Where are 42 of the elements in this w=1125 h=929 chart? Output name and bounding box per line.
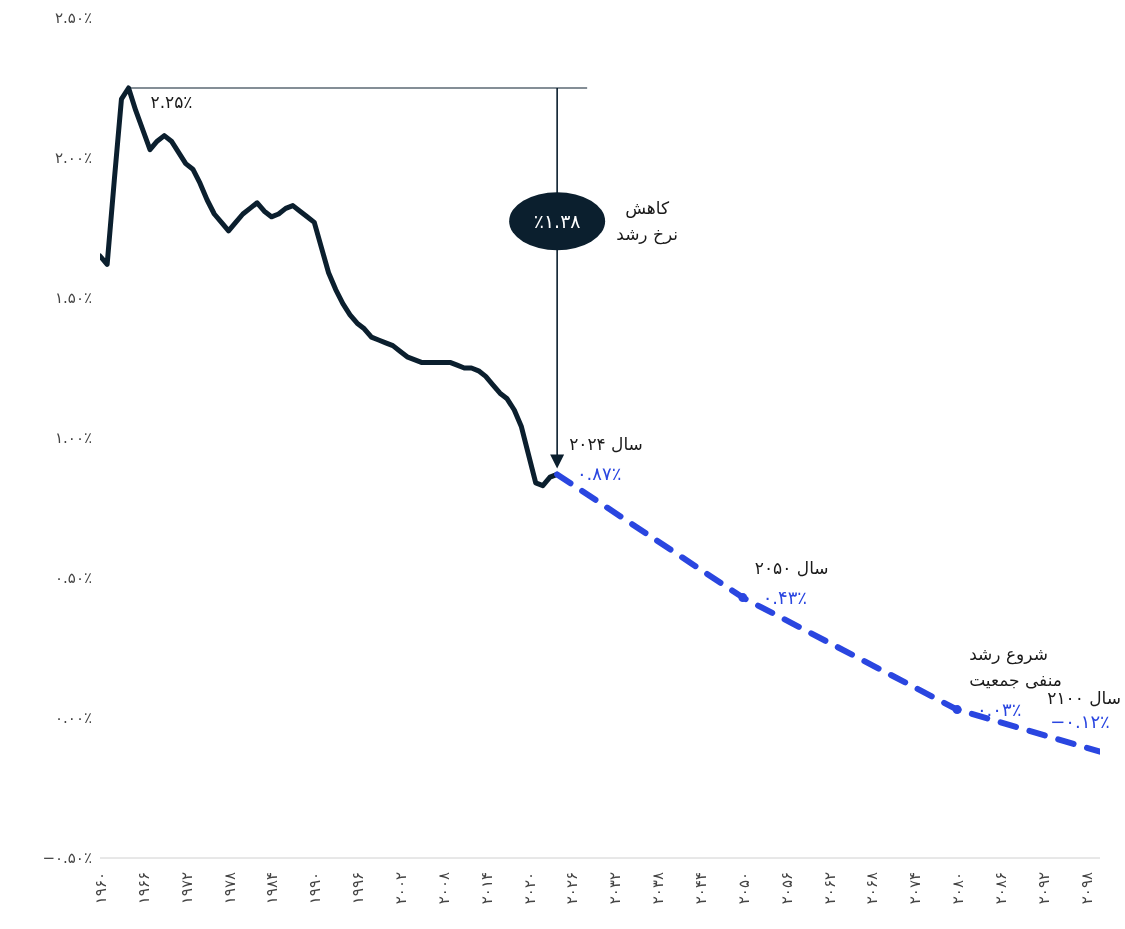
x-tick-label: ۲۰۷۴ [906, 872, 925, 905]
y-tick-label: ۲.۰۰٪ [55, 149, 92, 168]
annotation: سال ۲۱۰۰ [1047, 687, 1121, 708]
x-tick-label: ۲۰۶۸ [863, 872, 882, 905]
data-label: −۰.۱۲٪ [1050, 710, 1110, 732]
data-label: ۰.۴۳٪ [762, 586, 808, 608]
y-tick-label: ۱.۵۰٪ [55, 289, 92, 308]
x-tick-label: ۱۹۶۶ [134, 872, 153, 905]
annotation: ٪۱.۳۸ [533, 210, 581, 233]
y-tick-label: ۰.۵۰٪ [55, 569, 92, 588]
y-tick-label: ۲.۵۰٪ [55, 9, 92, 28]
x-tick-label: ۲۰۲۶ [563, 872, 582, 905]
x-tick-label: ۲۰۹۲ [1034, 872, 1053, 905]
annotation: شروع رشد منفی جمعیت [969, 643, 1062, 690]
x-tick-label: ۲۰۸۰ [949, 872, 968, 905]
annotation: سال ۲۰۵۰ [754, 557, 829, 578]
x-tick-label: ۲۰۲۰ [520, 872, 539, 905]
data-label: ۰.۸۷٪ [576, 463, 622, 485]
x-tick-label: ۲۰۵۶ [777, 872, 796, 905]
annotation: سال ۲۰۲۴ [569, 434, 643, 455]
x-tick-label: ۲۰۰۸ [434, 872, 453, 905]
x-tick-label: ۲۰۳۲ [606, 872, 625, 905]
x-tick-label: ۱۹۹۶ [349, 872, 368, 905]
x-tick-label: ۲۰۵۰ [734, 872, 753, 905]
x-tick-label: ۲۰۳۸ [649, 872, 668, 905]
x-tick-label: ۲۰۴۴ [692, 872, 710, 905]
y-tick-label: −۰.۵۰٪ [42, 849, 92, 868]
x-tick-label: ۱۹۶۰ [92, 872, 110, 905]
x-tick-label: ۱۹۸۴ [263, 872, 282, 905]
x-tick-label: ۲۰۸۶ [992, 872, 1010, 905]
x-tick-label: ۲۰۰۲ [392, 872, 410, 905]
x-tick-label: ۱۹۷۸ [220, 872, 239, 905]
x-tick-label: ۱۹۹۰ [306, 872, 325, 905]
y-tick-label: ۱.۰۰٪ [55, 429, 92, 448]
x-tick-label: ۲۰۶۲ [820, 872, 839, 905]
x-tick-label: ۲۰۱۴ [477, 872, 496, 905]
x-tick-label: ۱۹۷۲ [177, 872, 196, 905]
data-label: ۰.۰۳٪ [976, 698, 1022, 720]
y-tick-label: ۰.۰۰٪ [55, 709, 92, 728]
x-tick-label: ۲۰۹۸ [1077, 872, 1096, 905]
annotation: کاهش نرخ رشد [616, 198, 679, 246]
annotation: ۲.۲۵٪ [150, 92, 193, 112]
